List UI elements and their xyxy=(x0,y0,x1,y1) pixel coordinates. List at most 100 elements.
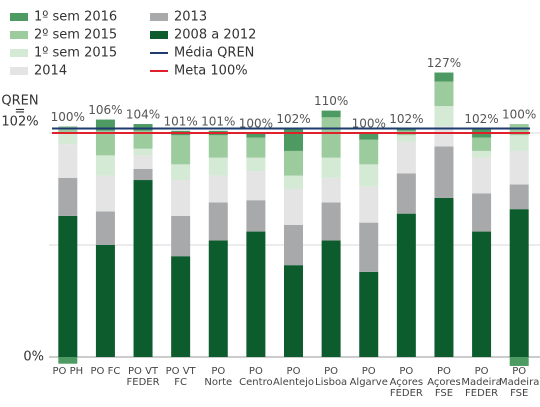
bar-segment xyxy=(246,133,266,138)
legend-swatch xyxy=(150,31,168,39)
legend-label: 1º sem 2016 xyxy=(34,10,117,25)
bar-segment xyxy=(434,146,454,198)
bar-segment xyxy=(434,81,454,107)
bar-segment xyxy=(396,128,416,131)
x-tick-label: FSE xyxy=(510,388,528,399)
total-label: 100% xyxy=(352,117,386,131)
bar-segment xyxy=(95,245,115,357)
bar-segment xyxy=(509,357,529,366)
bar-segment xyxy=(472,193,492,232)
bar-segment xyxy=(95,130,115,156)
bar-segment xyxy=(359,186,379,223)
legend-label: Meta 100% xyxy=(174,64,248,79)
bar-segment xyxy=(133,180,153,357)
bar-segment xyxy=(509,135,529,151)
x-tick-label: FC xyxy=(174,377,187,388)
bar-segment xyxy=(284,150,303,176)
bar-segment xyxy=(472,157,492,194)
bar-segment xyxy=(359,133,379,140)
x-tick-label: PO xyxy=(362,366,376,377)
bar-segment xyxy=(472,231,492,357)
bar-segment xyxy=(133,155,153,169)
x-tick-label: Alentejo xyxy=(273,377,314,388)
legend-label: 2014 xyxy=(34,64,67,79)
bar-segment xyxy=(246,171,266,201)
total-label: 100% xyxy=(239,117,273,131)
bar-segment xyxy=(321,202,341,241)
bar-segment xyxy=(95,119,115,131)
x-tick-label: FSE xyxy=(435,388,453,399)
x-tick-label: Centro xyxy=(239,377,272,388)
bar-segment xyxy=(95,155,115,176)
bar-segment xyxy=(321,177,341,203)
total-label: 100% xyxy=(51,110,85,124)
bar-segment xyxy=(95,211,115,245)
total-label: 102% xyxy=(389,112,423,126)
legend-label: 2º sem 2015 xyxy=(34,28,117,43)
legend-swatch xyxy=(150,13,168,21)
bar-segment xyxy=(133,168,153,181)
x-tick-label: PO VT xyxy=(166,366,197,377)
bar-segment xyxy=(321,110,341,118)
bar-segment xyxy=(359,271,379,357)
x-tick-label: PO xyxy=(324,366,338,377)
bar-segment xyxy=(434,106,454,127)
bar-segment xyxy=(396,213,416,357)
x-tick-label: PO VT xyxy=(128,366,159,377)
bar-segment xyxy=(133,130,153,149)
bar-segment xyxy=(208,157,228,176)
x-tick-label: PO xyxy=(512,366,526,377)
x-tick-label: Madeira xyxy=(499,377,539,388)
bar-segment xyxy=(95,175,115,212)
x-tick-label: PO FC xyxy=(91,366,121,377)
x-tick-label: Açores xyxy=(427,377,461,388)
reference-label: 102% xyxy=(1,115,38,130)
x-tick-label: Algarve xyxy=(350,377,388,388)
bar-segment xyxy=(434,126,454,147)
bar-segment xyxy=(246,157,266,172)
bar-segment xyxy=(171,135,191,165)
bar-segment xyxy=(284,175,303,189)
total-label: 101% xyxy=(163,114,197,128)
bar-segment xyxy=(396,173,416,214)
bar-segment xyxy=(246,200,266,232)
bar-segment xyxy=(58,177,78,216)
legend-label: 1º sem 2015 xyxy=(34,46,117,61)
legend-label: 2013 xyxy=(174,10,207,25)
x-tick-label: Norte xyxy=(204,377,232,388)
total-label: 106% xyxy=(88,103,122,117)
bar-segment xyxy=(171,256,191,357)
total-label: 102% xyxy=(464,112,498,126)
bar-segment xyxy=(208,175,228,203)
bar-segment xyxy=(58,133,78,145)
bar-segment xyxy=(284,224,303,266)
total-label: 102% xyxy=(276,112,310,126)
bar-segment xyxy=(472,137,492,151)
x-tick-label: FEDER xyxy=(127,377,160,388)
bar-segment xyxy=(171,164,191,181)
bar-segment xyxy=(284,265,303,357)
total-label: 110% xyxy=(314,94,348,108)
bar-segment xyxy=(208,240,228,357)
bar-segment xyxy=(246,231,266,357)
bar-segment xyxy=(284,128,303,151)
reference-label: = xyxy=(15,104,26,119)
legend-swatch xyxy=(10,67,28,75)
legend-label: Média QREN xyxy=(174,46,254,61)
bar-segment xyxy=(284,189,303,225)
legend-swatch xyxy=(10,13,28,21)
bar-segment xyxy=(321,157,341,178)
bar-segment xyxy=(396,141,416,174)
x-tick-label: PO xyxy=(475,366,489,377)
bar-segment xyxy=(208,202,228,241)
x-tick-label: PO xyxy=(287,366,301,377)
x-tick-label: PO xyxy=(399,366,413,377)
bar-segment xyxy=(171,180,191,216)
x-tick-label: PO xyxy=(249,366,263,377)
x-tick-label: FEDER xyxy=(465,388,498,399)
total-label: 127% xyxy=(427,56,461,70)
bar-segment xyxy=(58,357,78,364)
bar-segment xyxy=(509,150,529,185)
x-tick-label: Lisboa xyxy=(315,377,347,388)
